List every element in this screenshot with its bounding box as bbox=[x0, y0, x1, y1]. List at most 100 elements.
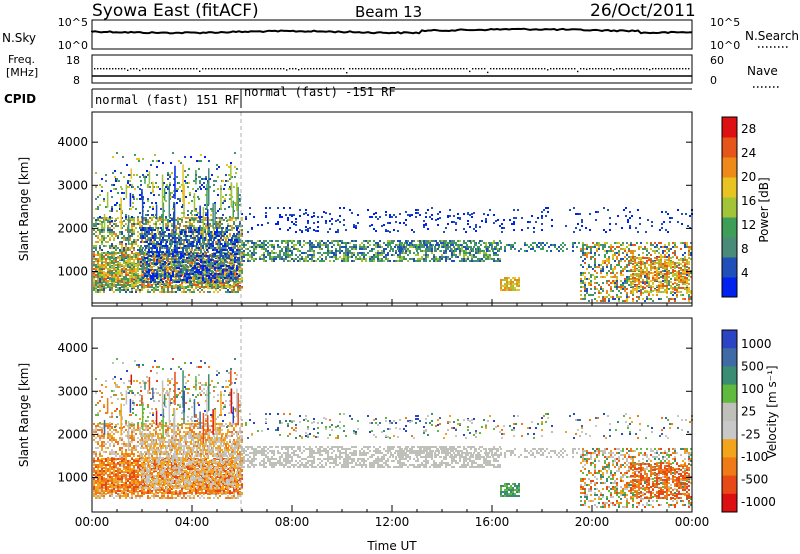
power-cell bbox=[189, 289, 191, 291]
power-cell bbox=[154, 251, 156, 253]
power-cell bbox=[178, 239, 180, 241]
nave-dot bbox=[319, 68, 321, 70]
power-cell bbox=[206, 249, 208, 251]
power-cell bbox=[99, 220, 101, 222]
power-cell bbox=[586, 248, 588, 250]
power-cell bbox=[586, 292, 588, 294]
power-cell bbox=[508, 244, 510, 246]
power-cell bbox=[131, 219, 133, 221]
power-cell bbox=[205, 227, 207, 229]
nave-dot bbox=[289, 68, 291, 70]
nave-dot bbox=[346, 72, 348, 74]
power-cell bbox=[267, 250, 269, 252]
power-cell bbox=[518, 283, 520, 285]
power-cell bbox=[101, 229, 103, 231]
power-cell bbox=[307, 228, 309, 230]
power-cell bbox=[210, 231, 212, 233]
power-cell bbox=[584, 258, 586, 260]
power-cell bbox=[470, 242, 472, 244]
power-cell bbox=[485, 252, 487, 254]
power-cell bbox=[235, 284, 237, 286]
power-cell bbox=[127, 280, 129, 282]
power-cell bbox=[489, 258, 491, 260]
power-cell bbox=[190, 273, 192, 275]
nave-dot bbox=[631, 68, 633, 70]
power-cell bbox=[168, 275, 170, 277]
power-cell bbox=[95, 245, 97, 247]
power-cell bbox=[357, 214, 359, 216]
power-cell bbox=[166, 235, 168, 237]
power-cell bbox=[313, 244, 315, 246]
power-cell bbox=[115, 258, 117, 260]
power-cell bbox=[313, 246, 315, 248]
power-cell bbox=[592, 294, 594, 296]
power-cell bbox=[113, 239, 115, 241]
power-cell bbox=[111, 206, 113, 208]
power-cell bbox=[265, 250, 267, 252]
power-cell bbox=[215, 221, 217, 223]
power-cell bbox=[287, 246, 289, 248]
power-cell bbox=[153, 186, 155, 188]
power-cell bbox=[347, 242, 349, 244]
power-cell bbox=[439, 258, 441, 260]
power-cell bbox=[345, 250, 347, 252]
power-cell bbox=[131, 233, 133, 235]
power-cell bbox=[403, 246, 405, 248]
power-cell bbox=[249, 254, 251, 256]
power-cell bbox=[139, 212, 141, 214]
power-cell bbox=[99, 291, 101, 293]
power-cell bbox=[95, 260, 97, 262]
power-cell bbox=[161, 216, 163, 218]
power-cell bbox=[129, 180, 131, 182]
power-cell bbox=[586, 290, 588, 292]
power-cell bbox=[163, 286, 165, 288]
power-cell bbox=[243, 252, 245, 254]
power-cell bbox=[453, 252, 455, 254]
power-cell bbox=[205, 233, 207, 235]
power-cell bbox=[236, 241, 238, 243]
power-cell bbox=[186, 281, 188, 283]
power-cell bbox=[135, 256, 137, 258]
power-cell bbox=[253, 258, 255, 260]
power-cell bbox=[95, 219, 97, 221]
power-cell bbox=[129, 284, 131, 286]
power-cell bbox=[473, 260, 475, 262]
power-cell bbox=[137, 216, 139, 218]
power-cell bbox=[148, 227, 150, 229]
power-cell bbox=[255, 246, 257, 248]
power-cell bbox=[180, 243, 182, 245]
power-cell bbox=[103, 200, 105, 202]
power-cell bbox=[504, 248, 506, 250]
power-cell bbox=[239, 223, 241, 225]
power-cell bbox=[131, 225, 133, 227]
power-cell bbox=[149, 284, 151, 286]
power-cell bbox=[400, 248, 402, 250]
power-cell bbox=[230, 259, 232, 261]
power-cell bbox=[359, 252, 361, 254]
nave-dot bbox=[142, 68, 144, 70]
power-cell bbox=[249, 260, 251, 262]
power-cell bbox=[562, 250, 564, 252]
power-cell bbox=[291, 250, 293, 252]
power-cell bbox=[353, 254, 355, 256]
power-cell bbox=[311, 216, 313, 218]
power-cell bbox=[433, 240, 435, 242]
power-cell bbox=[319, 248, 321, 250]
power-cell bbox=[93, 278, 95, 280]
power-cell bbox=[198, 255, 200, 257]
nave-dot bbox=[460, 68, 462, 70]
power-cell bbox=[241, 235, 243, 237]
nave-dot bbox=[247, 68, 249, 70]
power-cell bbox=[179, 218, 181, 220]
power-cell bbox=[421, 256, 423, 258]
power-cell bbox=[453, 254, 455, 256]
power-cell bbox=[216, 249, 218, 251]
power-cell bbox=[502, 285, 504, 287]
power-cell bbox=[208, 233, 210, 235]
power-cell bbox=[415, 260, 417, 262]
nave-dot bbox=[334, 68, 336, 70]
power-cell bbox=[594, 244, 596, 246]
power-cell bbox=[220, 267, 222, 269]
power-cell bbox=[178, 277, 180, 279]
power-cell bbox=[232, 267, 234, 269]
